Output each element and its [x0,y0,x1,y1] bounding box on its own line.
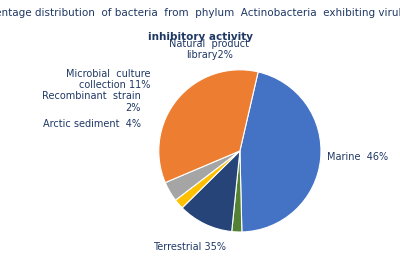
Text: Marine  46%: Marine 46% [328,152,388,162]
Text: Natural  product
library2%: Natural product library2% [169,39,249,60]
Text: Arctic sediment  4%: Arctic sediment 4% [43,119,141,129]
Wedge shape [165,151,240,200]
Text: Recombinant  strain
2%: Recombinant strain 2% [42,92,141,113]
Text: Terrestrial 35%: Terrestrial 35% [153,242,226,252]
Text: inhibitory activity: inhibitory activity [148,32,252,42]
Wedge shape [159,70,258,183]
Wedge shape [182,151,240,231]
Wedge shape [240,72,321,232]
Wedge shape [232,151,242,232]
Text: Percentage distribution  of bacteria  from  phylum  Actinobacteria  exhibiting v: Percentage distribution of bacteria from… [0,8,400,18]
Wedge shape [176,151,240,208]
Text: Microbial  culture
collection 11%: Microbial culture collection 11% [66,69,151,90]
